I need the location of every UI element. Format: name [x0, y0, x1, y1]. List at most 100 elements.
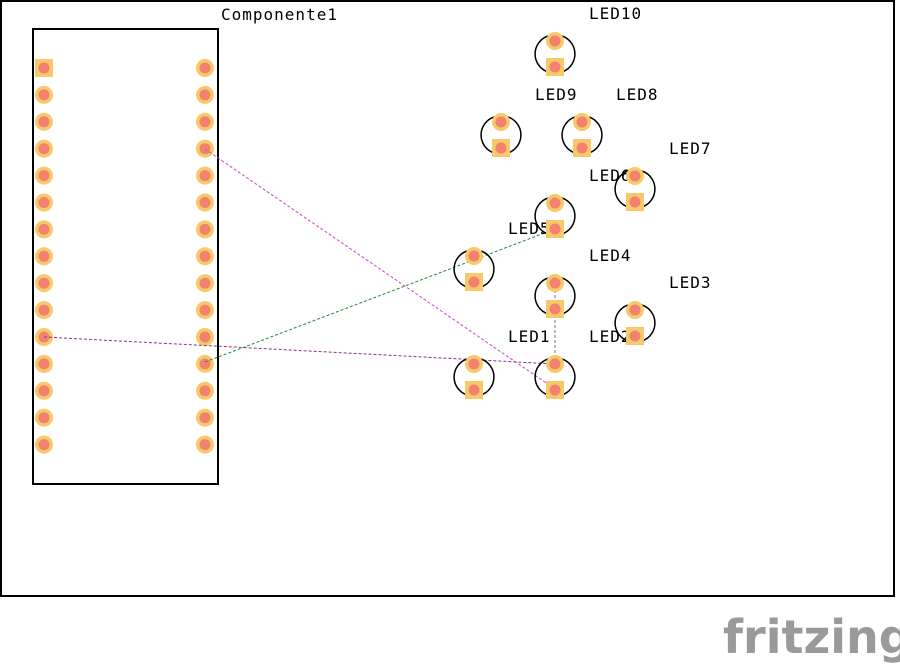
led2-pad-anode[interactable] [546, 355, 564, 373]
led3-footprint[interactable] [614, 301, 656, 345]
led8-silk-left [561, 116, 576, 154]
led5-silk-left [453, 250, 468, 288]
led2-silk-left [534, 358, 549, 396]
led3-pad-anode[interactable] [626, 301, 644, 319]
pin-left-3[interactable] [35, 112, 53, 131]
pin-left-15[interactable] [35, 435, 53, 454]
pin-left-2[interactable] [35, 85, 53, 104]
pin-right-6[interactable] [196, 193, 214, 212]
led10-silk-left [534, 35, 549, 73]
led7-silk-right [641, 170, 656, 208]
pin-right-7[interactable] [196, 220, 214, 239]
led9-pad-anode[interactable] [492, 113, 510, 131]
component-right-pins [196, 59, 214, 454]
led10-silk-right [561, 35, 576, 73]
led1-footprint[interactable] [453, 355, 495, 399]
led6-silk-left [534, 197, 549, 235]
pin-left-9[interactable] [35, 274, 53, 293]
led6-pad-anode[interactable] [546, 194, 564, 212]
led5-footprint[interactable] [453, 247, 495, 291]
pin-right-9[interactable] [196, 274, 214, 293]
led10-label: LED10 [589, 4, 642, 23]
pin-left-14[interactable] [35, 408, 53, 427]
component-1[interactable] [32, 28, 219, 485]
led4-silk-right [561, 277, 576, 315]
led8-label: LED8 [616, 85, 659, 104]
led9-pad-cathode[interactable] [492, 139, 510, 157]
pin-left-5[interactable] [35, 166, 53, 185]
led1-pad-anode[interactable] [465, 355, 483, 373]
led7-pad-anode[interactable] [626, 167, 644, 185]
led2-pad-cathode[interactable] [546, 381, 564, 399]
led7-pad-cathode[interactable] [626, 193, 644, 211]
led3-silk-right [641, 304, 656, 342]
pin-right-2[interactable] [196, 85, 214, 104]
led7-silk-left [614, 170, 629, 208]
led9-label: LED9 [535, 85, 578, 104]
led10-pad-cathode[interactable] [546, 58, 564, 76]
led1-silk-right [480, 358, 495, 396]
led8-footprint[interactable] [561, 113, 603, 157]
led6-label: LED6 [589, 166, 632, 185]
led2-silk-right [561, 358, 576, 396]
pin-left-1[interactable] [35, 59, 53, 77]
led1-label: LED1 [508, 327, 551, 346]
fritzing-logo: fritzing [723, 610, 900, 664]
pin-right-13[interactable] [196, 381, 214, 400]
led8-pad-anode[interactable] [573, 113, 591, 131]
led6-footprint[interactable] [534, 194, 576, 238]
led3-label: LED3 [669, 273, 712, 292]
wire-green[interactable] [204, 228, 556, 363]
led-group: LED1 LED2 LED3 LED4 LED5 LED6 LED7 LED8 LED9 LED1… [453, 4, 712, 399]
led4-footprint[interactable] [534, 274, 576, 318]
led4-pad-anode[interactable] [546, 274, 564, 292]
pin-right-12[interactable] [196, 354, 214, 373]
led4-pad-cathode[interactable] [546, 300, 564, 318]
pin-right-3[interactable] [196, 112, 214, 131]
pin-left-6[interactable] [35, 193, 53, 212]
led5-pad-cathode[interactable] [465, 273, 483, 291]
led6-pad-cathode[interactable] [546, 220, 564, 238]
pin-right-5[interactable] [196, 166, 214, 185]
led9-silk-left [480, 116, 495, 154]
component-left-pins [35, 59, 53, 454]
led3-silk-left [614, 304, 629, 342]
led3-pad-cathode[interactable] [626, 327, 644, 345]
led5-silk-right [480, 250, 495, 288]
board-outline [0, 0, 895, 597]
pin-left-7[interactable] [35, 220, 53, 239]
pin-left-10[interactable] [35, 301, 53, 320]
led4-label: LED4 [589, 246, 632, 265]
led10-pad-anode[interactable] [546, 32, 564, 50]
pin-right-4[interactable] [196, 139, 214, 158]
led9-silk-right [507, 116, 522, 154]
component-outline [32, 28, 219, 485]
pin-right-10[interactable] [196, 301, 214, 320]
led2-footprint[interactable] [534, 355, 576, 399]
led2-label: LED2 [589, 327, 632, 346]
led5-pad-anode[interactable] [465, 247, 483, 265]
led4-silk-left [534, 277, 549, 315]
pin-left-4[interactable] [35, 139, 53, 158]
pin-left-12[interactable] [35, 354, 53, 373]
led1-silk-left [453, 358, 468, 396]
pin-left-8[interactable] [35, 247, 53, 266]
led10-footprint[interactable] [534, 32, 576, 76]
pin-left-13[interactable] [35, 381, 53, 400]
component-label: Componente1 [221, 5, 338, 24]
pin-right-11[interactable] [196, 328, 214, 346]
wire-magenta[interactable] [204, 148, 556, 390]
led1-pad-cathode[interactable] [465, 381, 483, 399]
led7-label: LED7 [669, 139, 712, 158]
pin-right-1[interactable] [196, 59, 214, 77]
led6-silk-right [561, 197, 576, 235]
led9-footprint[interactable] [480, 113, 522, 157]
pin-right-15[interactable] [196, 435, 214, 454]
led5-label: LED5 [508, 219, 551, 238]
pin-right-14[interactable] [196, 408, 214, 427]
led8-pad-cathode[interactable] [573, 139, 591, 157]
led8-silk-right [588, 116, 603, 154]
pin-right-8[interactable] [196, 247, 214, 266]
led7-footprint[interactable] [614, 167, 656, 211]
